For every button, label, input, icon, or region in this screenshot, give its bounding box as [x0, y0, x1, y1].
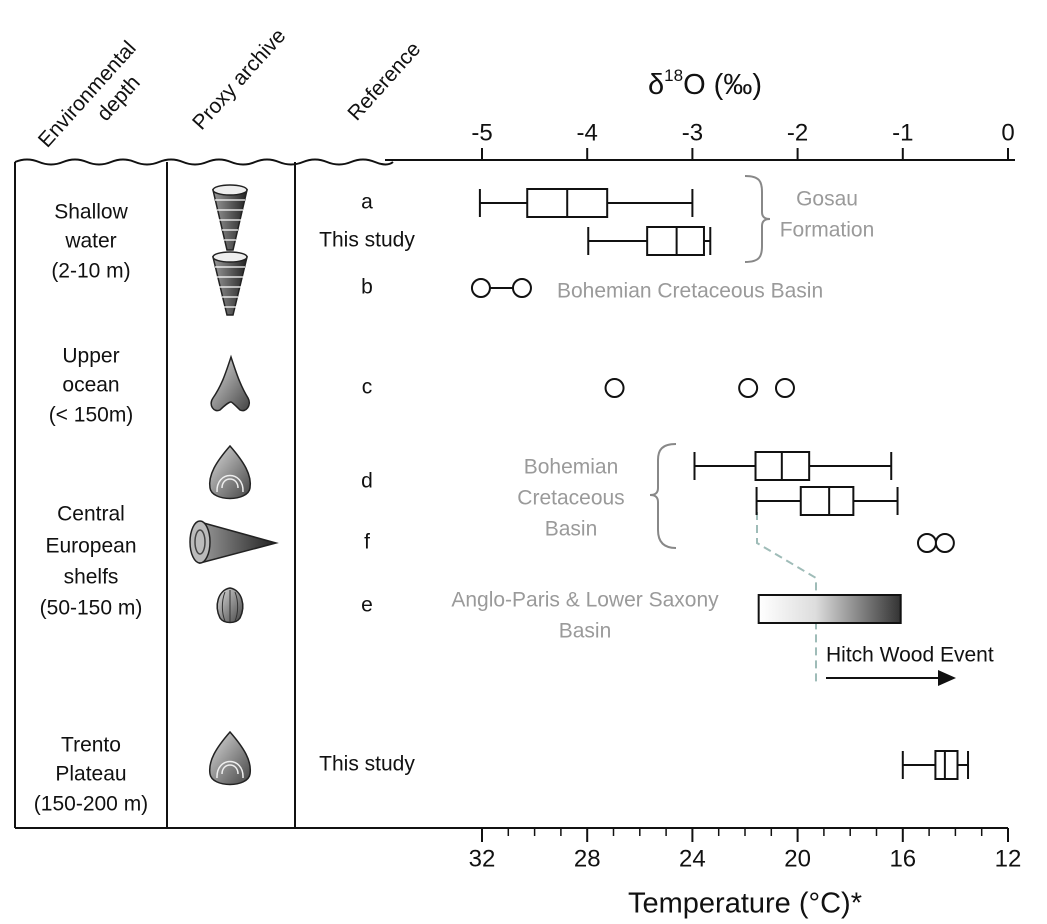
annotation: Gosau [796, 188, 858, 211]
depth-label: (2-10 m) [51, 260, 130, 283]
x2-tick-label: 24 [679, 845, 706, 872]
brace [744, 175, 771, 263]
annotation: Basin [559, 620, 612, 643]
oyster-icon [208, 730, 252, 786]
depth-label: (50-150 m) [40, 597, 143, 620]
table-frame [14, 158, 1015, 829]
point [774, 378, 795, 398]
point [934, 533, 955, 553]
header-text: Proxy archive [188, 24, 290, 134]
depth-label: ocean [62, 374, 119, 397]
x-axis-title-part: 18 [664, 66, 683, 85]
oyster-icon [208, 444, 252, 500]
point [511, 278, 532, 298]
reference-label: e [361, 594, 373, 617]
tooth-icon [210, 354, 251, 412]
icons [189, 184, 279, 786]
x2-axis-title: Temperature (°C)* [628, 888, 862, 920]
point [604, 378, 625, 398]
annotation: Formation [780, 219, 875, 242]
depth-label: (150-200 m) [34, 793, 148, 816]
column-header: Reference [343, 38, 425, 125]
depth-label: Central [57, 503, 125, 526]
x2-tick-label: 20 [784, 845, 811, 872]
x-axis-title-part: δ [648, 69, 664, 101]
depth-label: water [64, 230, 116, 253]
reference-label: b [361, 276, 373, 299]
annotation: Bohemian [524, 456, 619, 479]
annotation: Hitch Wood Event [826, 644, 994, 667]
annotation: Anglo-Paris & Lower Saxony [451, 589, 719, 612]
depth-label: Upper [62, 345, 119, 368]
wavy-top [14, 158, 394, 166]
box [934, 750, 959, 780]
annotation: Bohemian Cretaceous Basin [557, 280, 823, 303]
reference-label: d [361, 470, 373, 493]
reference-label: f [364, 531, 370, 554]
x-tick-label: -3 [682, 119, 703, 146]
point [916, 533, 937, 553]
x2-tick-label: 16 [889, 845, 916, 872]
depth-label: European [45, 535, 136, 558]
x2-tick-label: 12 [995, 845, 1022, 872]
annotation: Basin [545, 518, 598, 541]
x-tick-label: -4 [577, 119, 598, 146]
reference-label: This study [319, 753, 415, 776]
x-tick-label: -5 [471, 119, 492, 146]
reference-label: This study [319, 229, 415, 252]
box [646, 226, 705, 256]
annotation: Cretaceous [517, 487, 624, 510]
depth-label: Shallow [54, 201, 128, 224]
x2-tick-label: 32 [469, 845, 496, 872]
brace [649, 443, 677, 549]
x-axis-title: δ18O (‰) [648, 66, 762, 100]
column-header: Proxy archive [188, 24, 290, 134]
arrow-head [938, 670, 956, 686]
decorations [649, 175, 956, 686]
depth-label: Plateau [55, 763, 126, 786]
gastropod-icon [212, 184, 248, 251]
x2-tick-label: 28 [574, 845, 601, 872]
depth-label: (< 150m) [49, 404, 134, 427]
depth-label: Trento [61, 734, 121, 757]
reference-label: c [362, 376, 373, 399]
depth-label: shelfs [64, 566, 119, 589]
range-bar [757, 594, 902, 624]
belemnite-icon [189, 520, 279, 564]
gastropod-icon [212, 251, 248, 316]
header-text: Reference [343, 38, 425, 125]
box [799, 486, 855, 516]
x-tick-label: 0 [1001, 119, 1014, 146]
x-tick-label: -2 [787, 119, 808, 146]
point [738, 378, 759, 398]
dashed-path [756, 512, 817, 686]
x-tick-label: -1 [892, 119, 913, 146]
point [470, 278, 491, 298]
x-axis-title-part: O (‰) [683, 69, 762, 101]
reference-label: a [361, 191, 373, 214]
brachiopod-icon [216, 587, 244, 624]
